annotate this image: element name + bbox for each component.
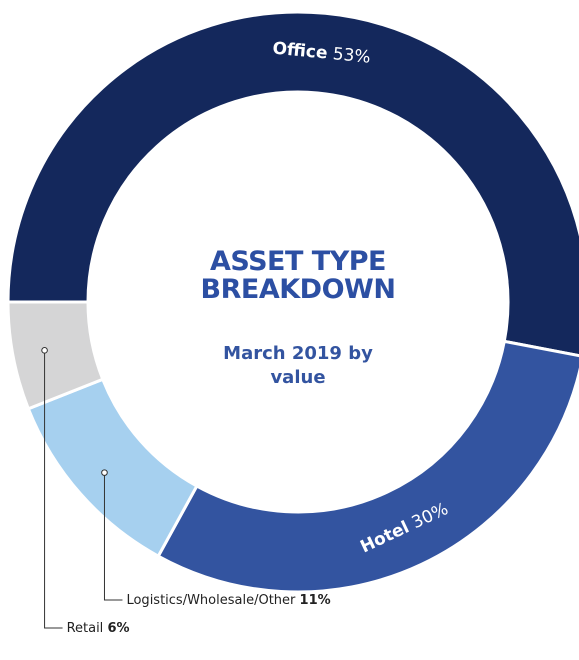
leader-dot — [101, 469, 108, 476]
chart-title: ASSET TYPE BREAKDOWN — [200, 246, 396, 305]
leader-line — [103, 472, 123, 601]
callout-value: 6% — [107, 621, 129, 636]
callout-name: Retail — [67, 621, 104, 636]
leader-line — [44, 350, 63, 629]
donut-segment — [6, 300, 105, 411]
callout-name: Logistics/Wholesale/Other — [126, 593, 296, 608]
callout-label: Logistics/Wholesale/Other 11% — [126, 593, 330, 608]
segment-label-value: 53% — [332, 44, 372, 67]
donut-segment — [26, 377, 199, 559]
chart-subtitle: March 2019 by value — [223, 343, 373, 388]
donut-segment — [156, 339, 579, 594]
callout-label: Retail 6% — [67, 621, 130, 636]
leader-dot — [41, 347, 48, 354]
donut-segment — [6, 10, 579, 358]
callout-value: 11% — [300, 593, 331, 608]
